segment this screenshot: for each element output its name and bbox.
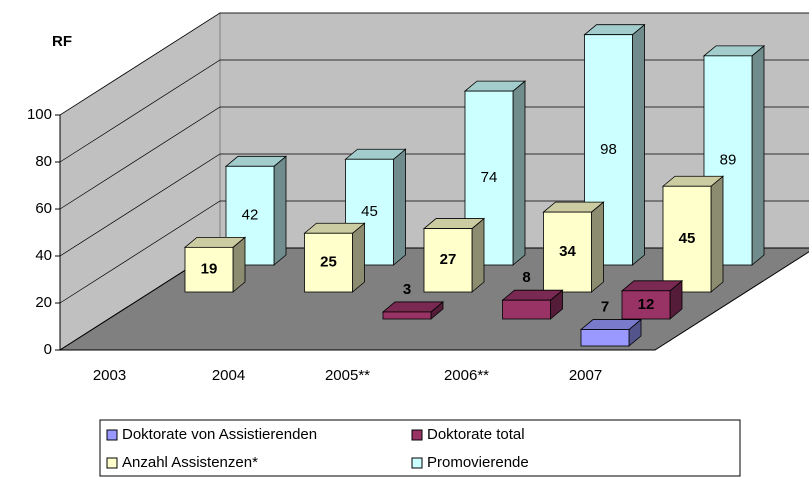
bar — [345, 158, 394, 266]
value-label: 45 — [361, 203, 378, 220]
y-tick-label: 60 — [35, 200, 52, 217]
y-axis-label: RF — [52, 33, 72, 50]
bar — [382, 311, 432, 320]
y-tick-label: 80 — [35, 153, 52, 170]
bar-side — [393, 148, 406, 266]
bar — [502, 299, 551, 320]
value-label: 45 — [679, 230, 696, 247]
legend-swatch — [106, 457, 118, 469]
value-label: 89 — [720, 151, 737, 168]
x-tick-label: 2003 — [93, 367, 126, 384]
value-label: 42 — [242, 207, 259, 224]
bar-side — [632, 23, 645, 266]
value-label: 12 — [638, 296, 655, 313]
value-label: 7 — [601, 299, 609, 316]
value-label: 98 — [600, 141, 617, 158]
legend-label: Promovierende — [427, 454, 529, 471]
y-tick-label: 40 — [35, 247, 52, 264]
bar-side — [273, 155, 287, 266]
value-label: 34 — [559, 243, 576, 260]
x-tick-label: 2006** — [444, 367, 489, 384]
legend-label: Anzahl Assistenzen* — [122, 454, 258, 471]
y-tick-label: 20 — [35, 294, 52, 311]
value-label: 74 — [481, 169, 498, 186]
bar — [662, 185, 712, 293]
bar — [543, 211, 592, 293]
bar — [304, 232, 353, 293]
legend-label: Doktorate total — [427, 426, 525, 443]
bar-side — [471, 217, 485, 293]
bar-side — [591, 201, 604, 293]
legend-swatch — [411, 457, 423, 469]
value-label: 8 — [522, 269, 530, 286]
bar-side — [352, 222, 365, 293]
bar — [580, 329, 630, 347]
legend-swatch — [411, 429, 423, 441]
bar — [621, 290, 671, 320]
legend-label: Doktorate von Assistierenden — [122, 426, 317, 443]
y-tick-label: 100 — [27, 106, 52, 123]
y-tick-label: 0 — [44, 341, 52, 358]
bar — [423, 228, 473, 293]
value-label: 19 — [201, 261, 218, 278]
legend-swatch — [106, 429, 118, 441]
x-tick-label: 2005** — [325, 367, 370, 384]
value-label: 27 — [440, 251, 457, 268]
value-label: 25 — [320, 254, 337, 271]
bar-side — [751, 44, 765, 266]
x-tick-label: 2004 — [212, 367, 245, 384]
value-label: 3 — [403, 281, 411, 298]
bar-side — [512, 80, 526, 266]
grid-line — [59, 12, 809, 116]
bar — [184, 246, 234, 293]
x-tick-label: 2007 — [569, 367, 602, 384]
bar-side — [710, 175, 724, 293]
